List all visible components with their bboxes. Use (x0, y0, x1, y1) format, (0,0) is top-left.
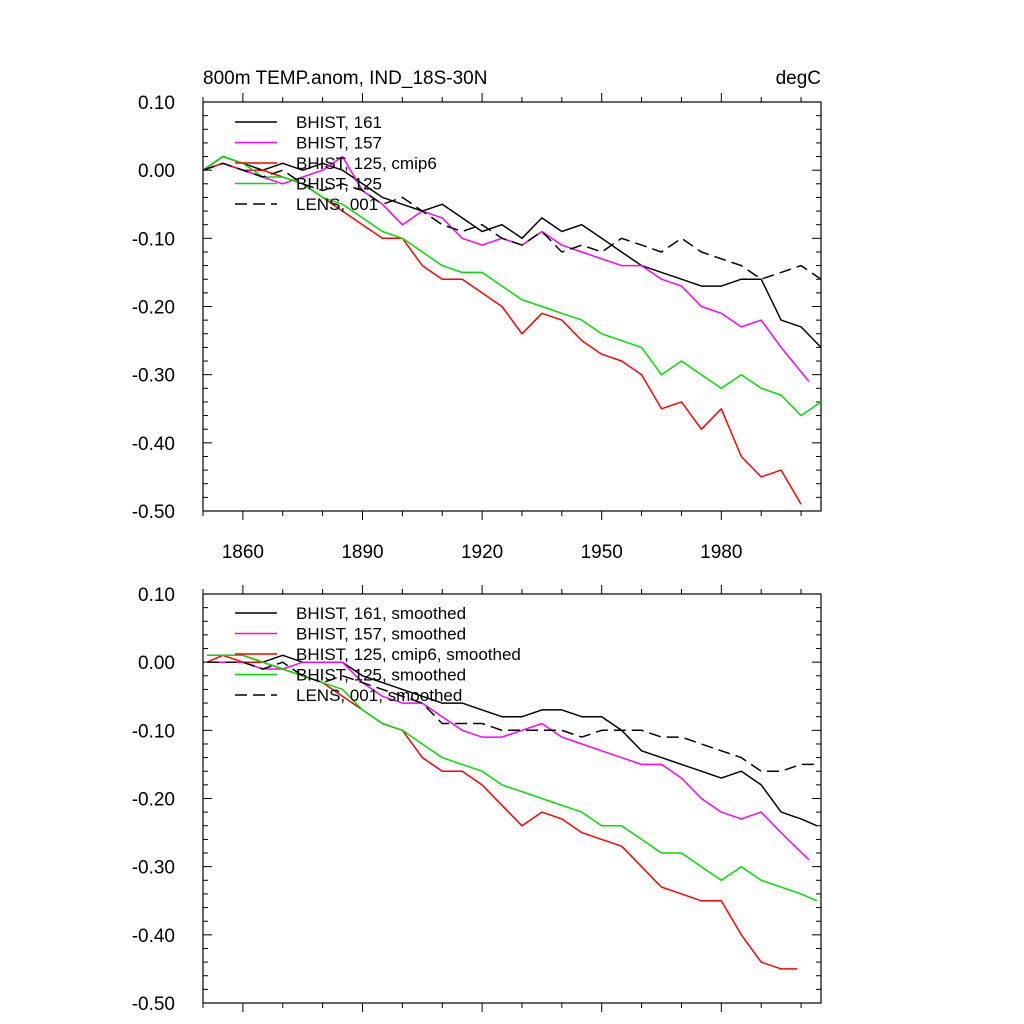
legend-label: LENS, 001 (296, 195, 378, 214)
legend-label: BHIST, 157 (296, 134, 382, 153)
series-line (207, 654, 818, 902)
legend-label: BHIST, 125, smoothed (296, 666, 466, 685)
y-tick-label: -0.30 (132, 858, 175, 879)
series-line (207, 661, 817, 772)
y-tick-label: -0.10 (132, 229, 175, 250)
bottom-panel: 0.10 0.00 -0.10 -0.20 -0.30 -0.40 -0.50 BHIST, … (132, 585, 822, 1015)
y-tick-label: -0.10 (132, 721, 175, 742)
x-tick-label: 1890 (341, 542, 383, 563)
x-tick-label: 1950 (581, 542, 623, 563)
y-tick-label: 0.10 (138, 93, 175, 114)
series-line (202, 162, 822, 280)
y-tick-label: 0.10 (138, 585, 175, 606)
legend-label: BHIST, 157, smoothed (296, 625, 466, 644)
series-line (202, 155, 810, 382)
x-tick-label: 1980 (700, 542, 742, 563)
series-line (207, 661, 810, 861)
top-panel: 0.10 0.00 -0.10 -0.20 -0.30 -0.40 -0.50 1860 189… (132, 93, 822, 563)
legend-label: BHIST, 161 (296, 113, 382, 132)
y-tick-label: 0.00 (138, 653, 175, 674)
legend-label: LENS, 001, smoothed (296, 686, 462, 705)
y-tick-label: -0.20 (132, 790, 175, 811)
y-tick-label: -0.20 (132, 298, 175, 319)
y-tick-label: -0.50 (132, 994, 175, 1015)
legend-label: BHIST, 125 (296, 175, 382, 194)
y-tick-label: -0.50 (132, 502, 175, 523)
y-tick-label: -0.30 (132, 366, 175, 387)
y-tick-label: 0.00 (138, 161, 175, 182)
legend-label: BHIST, 125, cmip6 (296, 154, 437, 173)
series-line (202, 155, 822, 417)
x-tick-label: 1860 (222, 542, 264, 563)
chart-title: 800m TEMP.anom, IND_18S-30N (203, 68, 487, 89)
units-label: degC (776, 68, 821, 89)
series-line (202, 162, 802, 505)
y-tick-label: -0.40 (132, 926, 175, 947)
y-tick-label: -0.40 (132, 434, 175, 455)
series-line (202, 155, 822, 348)
legend-label: BHIST, 161, smoothed (296, 604, 466, 623)
legend-label: BHIST, 125, cmip6, smoothed (296, 645, 521, 664)
x-tick-label: 1920 (461, 542, 503, 563)
